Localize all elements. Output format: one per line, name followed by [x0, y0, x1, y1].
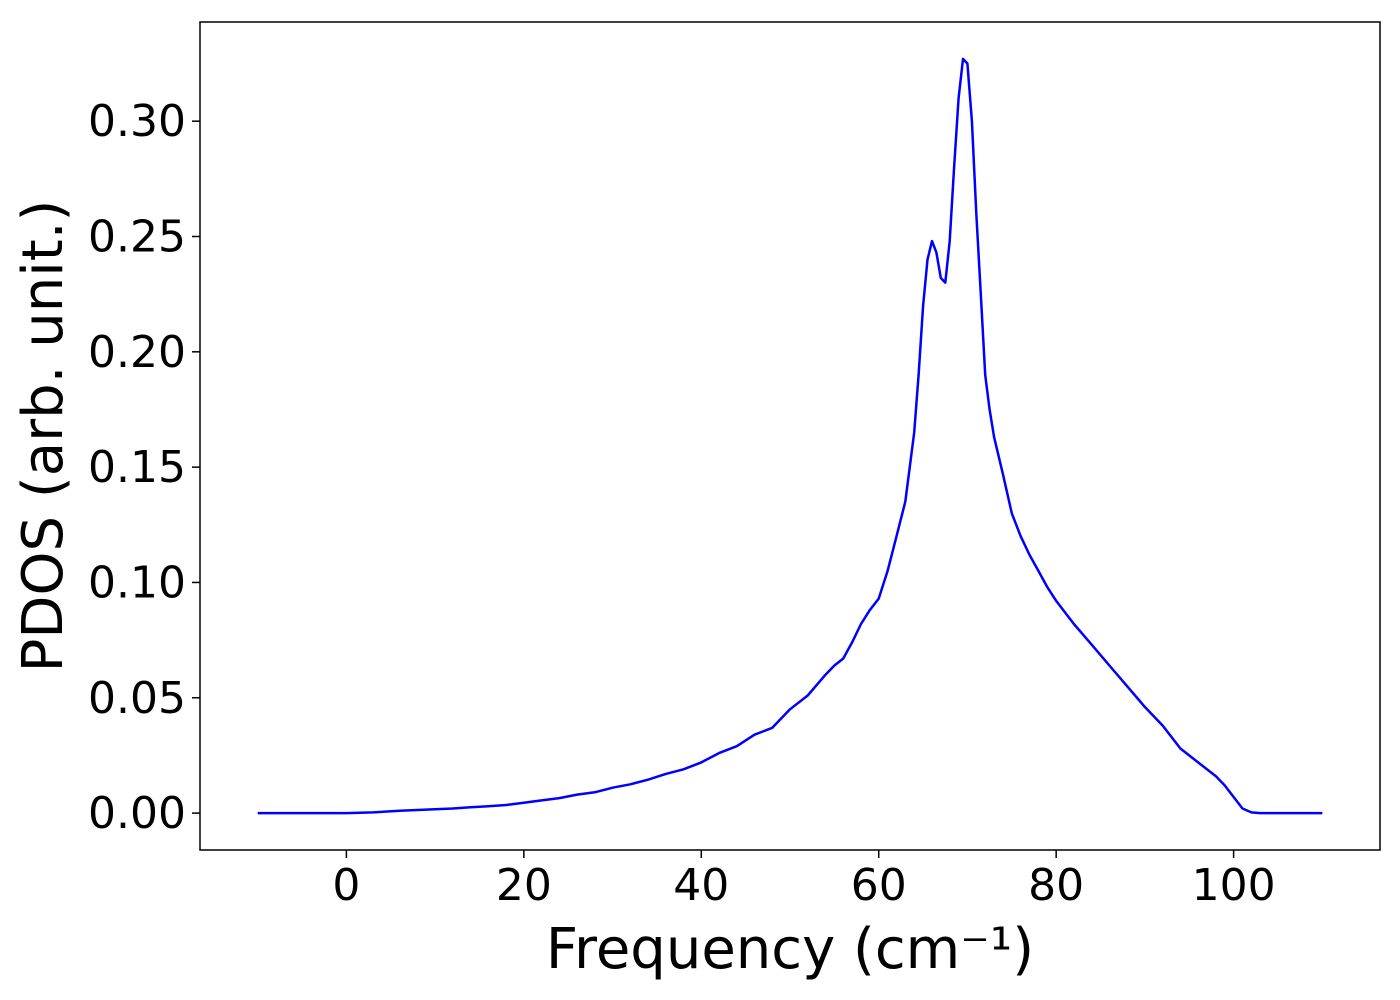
- series-line-pdos: [257, 57, 1323, 815]
- x-tick-label: 60: [851, 860, 907, 911]
- y-tick-label: 0.15: [88, 442, 186, 493]
- x-axis: 0 20 40 60 80 100: [332, 850, 1276, 911]
- y-tick-label: 0.30: [88, 96, 186, 147]
- x-tick-label: 40: [673, 860, 729, 911]
- y-tick-label: 0.25: [88, 211, 186, 262]
- y-tick-label: 0.05: [88, 673, 186, 724]
- x-tick-label: 100: [1192, 860, 1276, 911]
- y-tick-label: 0.10: [88, 557, 186, 608]
- y-tick-label: 0.00: [88, 788, 186, 839]
- x-tick-label: 80: [1028, 860, 1084, 911]
- series-layer: [257, 57, 1323, 815]
- plot-area: [199, 21, 1381, 851]
- y-tick-label: 0.20: [88, 327, 186, 378]
- x-axis-title: Frequency (cm⁻¹): [546, 917, 1034, 982]
- y-axis-title: PDOS (arb. unit.): [11, 200, 76, 673]
- x-tick-label: 20: [496, 860, 552, 911]
- y-axis: 0.00 0.05 0.10 0.15 0.20 0.25 0.30: [88, 96, 200, 839]
- x-tick-label: 0: [332, 860, 360, 911]
